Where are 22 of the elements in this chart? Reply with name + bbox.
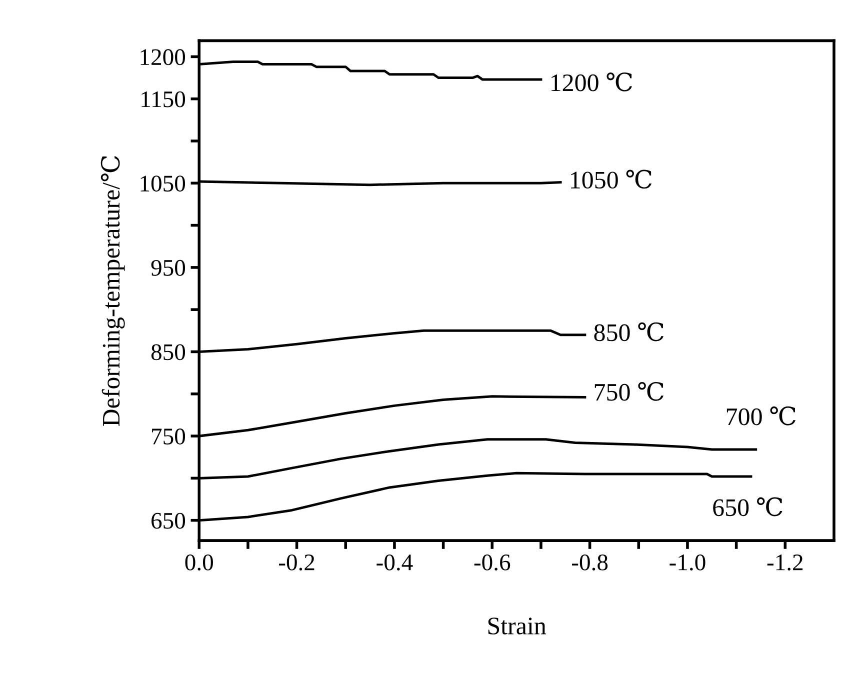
y-axis-title: Deforming-temperature/℃ bbox=[100, 156, 125, 426]
series-label: 850 ℃ bbox=[594, 322, 664, 342]
x-tick-label: -1.2 bbox=[767, 554, 803, 570]
series-label: 1200 ℃ bbox=[552, 72, 632, 92]
x-tick-label: -1.0 bbox=[670, 554, 706, 570]
y-tick-label: 750 bbox=[152, 428, 186, 444]
y-tick-label: 1200 bbox=[140, 49, 186, 66]
series-label: 750 ℃ bbox=[594, 382, 664, 401]
x-tick-label: 0.0 bbox=[185, 554, 213, 570]
series-label: 650 ℃ bbox=[713, 497, 782, 516]
y-tick-label: 1150 bbox=[142, 91, 186, 108]
y-tick-label: 950 bbox=[151, 260, 186, 276]
series-label: 700 ℃ bbox=[726, 406, 796, 426]
y-tick-label: 1050 bbox=[140, 176, 186, 192]
series-label: 1050 ℃ bbox=[571, 170, 652, 189]
x-axis-title: Strain bbox=[488, 618, 546, 634]
x-tick-label: -0.8 bbox=[572, 554, 608, 570]
x-tick-label: -0.6 bbox=[474, 554, 510, 570]
x-tick-label: -0.4 bbox=[376, 554, 413, 570]
x-tick-label: -0.2 bbox=[278, 554, 314, 570]
y-tick-label: 650 bbox=[152, 512, 186, 529]
y-tick-label: 850 bbox=[151, 344, 186, 360]
